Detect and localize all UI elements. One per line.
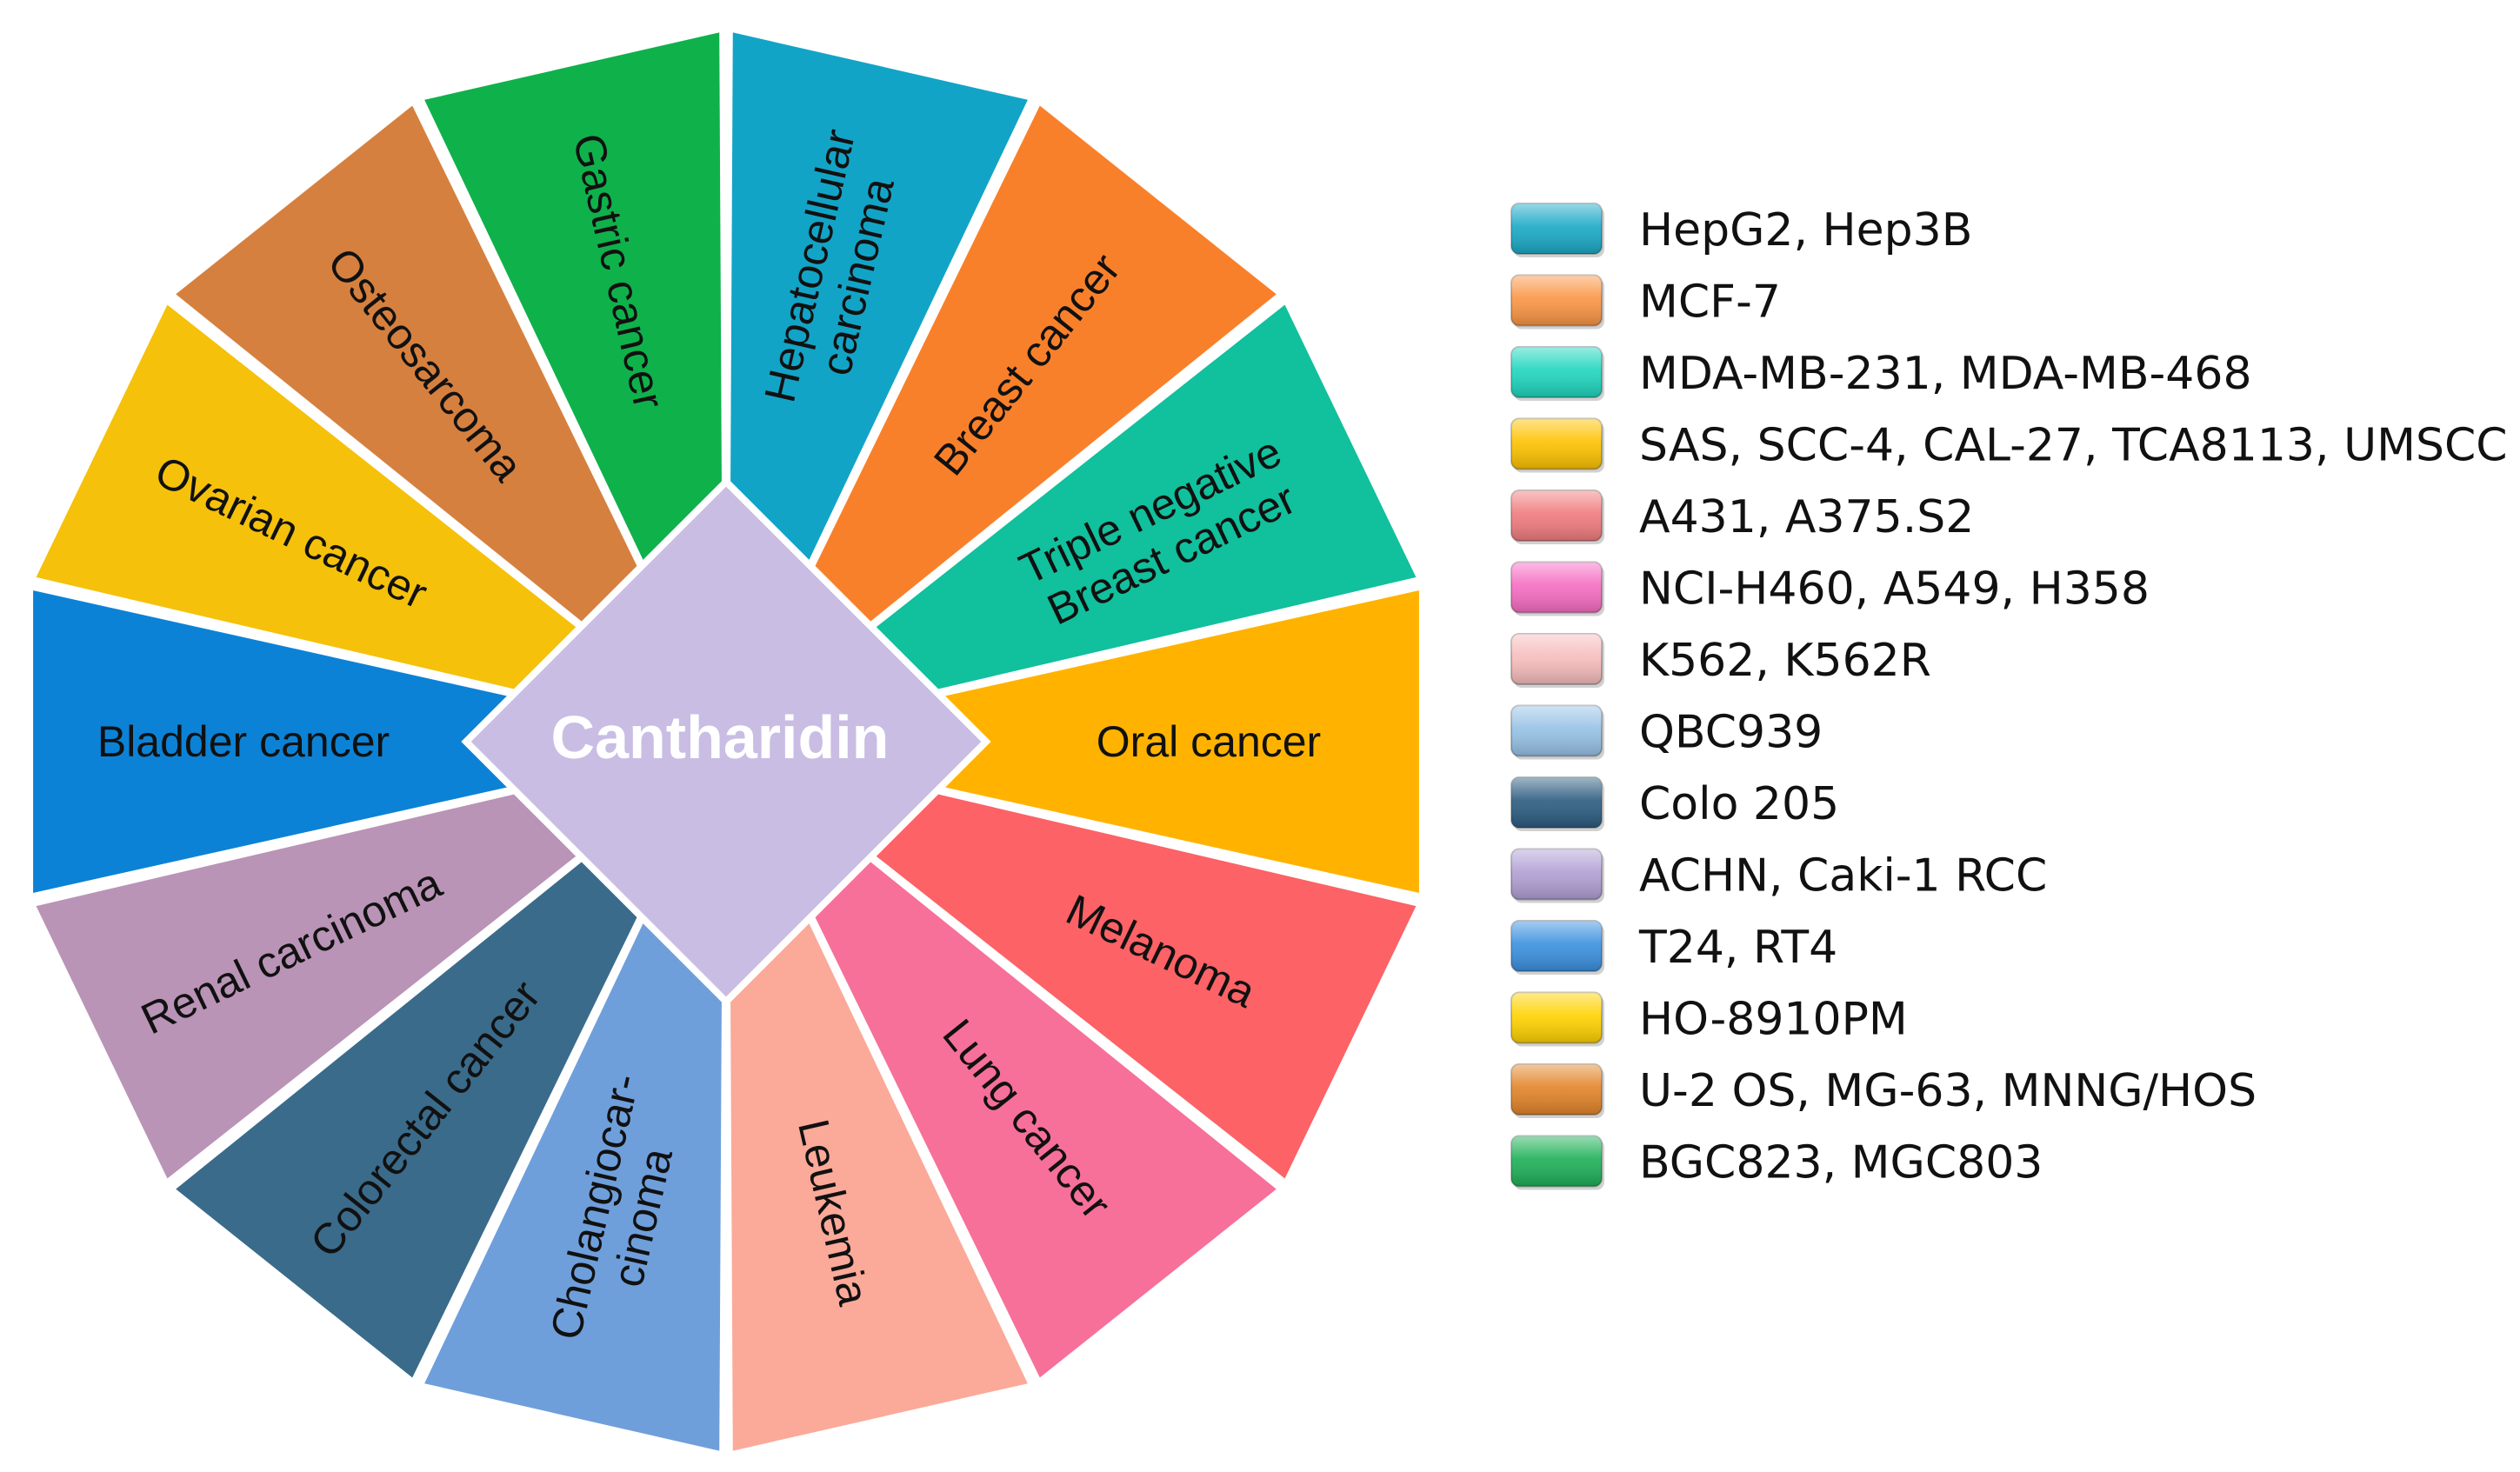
legend-swatch-gloss — [1511, 705, 1602, 756]
legend-swatch-gloss — [1511, 418, 1602, 470]
legend-swatch-gloss — [1511, 849, 1602, 900]
legend-label: K562, K562R — [1639, 635, 1931, 687]
legend-item: K562, K562R — [1510, 633, 1931, 688]
legend-swatch-gloss — [1511, 921, 1602, 971]
legend-label: NCI-H460, A549, H358 — [1639, 563, 2150, 616]
legend-swatch-gloss — [1511, 777, 1602, 828]
legend-label: SAS, SCC-4, CAL-27, TCA8113, UMSCC — [1639, 420, 2508, 472]
legend-label: T24, RT4 — [1638, 922, 1837, 974]
legend-label: ACHN, Caki-1 RCC — [1639, 850, 2047, 903]
legend-label: MDA-MB-231, MDA-MB-468 — [1639, 348, 2252, 400]
segment-label-bladder: Bladder cancer — [97, 717, 390, 766]
center-diamond: Cantharidin — [461, 476, 991, 1007]
legend-item: MDA-MB-231, MDA-MB-468 — [1510, 346, 2252, 401]
legend-swatch-gloss — [1511, 347, 1602, 397]
segment-label-line: Bladder cancer — [97, 717, 390, 766]
legend-item: ACHN, Caki-1 RCC — [1510, 848, 2047, 903]
legend-item: MCF-7 — [1510, 274, 1781, 330]
center-label: Cantharidin — [551, 703, 890, 771]
legend-item: T24, RT4 — [1510, 920, 1837, 975]
legend-swatch-gloss — [1511, 275, 1602, 326]
legend-label: MCF-7 — [1639, 276, 1781, 329]
legend-label: U-2 OS, MG-63, MNNG/HOS — [1639, 1065, 2257, 1117]
legend-swatch-gloss — [1511, 490, 1602, 541]
legend-swatch-gloss — [1511, 203, 1602, 254]
segment-label-oral: Oral cancer — [1097, 717, 1321, 766]
legend-item: HepG2, Hep3B — [1510, 203, 1972, 257]
cancer-type-wheel: Hepatocellularcarcinoma Breast cancerTrip… — [27, 24, 1425, 1459]
legend-item: HO-8910PM — [1510, 991, 1908, 1047]
cell-line-legend: HepG2, Hep3B MCF-7 MDA-MB-231, MDA-MB-468 S… — [1510, 203, 2508, 1190]
legend-item: U-2 OS, MG-63, MNNG/HOS — [1510, 1063, 2257, 1118]
legend-item: SAS, SCC-4, CAL-27, TCA8113, UMSCC — [1510, 417, 2508, 473]
legend-item: QBC939 — [1510, 704, 1823, 760]
legend-swatch-gloss — [1511, 992, 1602, 1043]
legend-swatch-gloss — [1511, 634, 1602, 684]
legend-label: BGC823, MGC803 — [1639, 1137, 2043, 1189]
legend-item: Colo 205 — [1510, 776, 1839, 831]
legend-item: BGC823, MGC803 — [1510, 1135, 2043, 1190]
legend-label: HO-8910PM — [1639, 994, 1908, 1046]
legend-label: HepG2, Hep3B — [1639, 204, 1972, 256]
legend-item: A431, A375.S2 — [1510, 490, 1974, 544]
legend-item: NCI-H460, A549, H358 — [1510, 561, 2150, 616]
cantharidin-diamond — [461, 476, 991, 1007]
legend-label: QBC939 — [1639, 707, 1823, 759]
segment-label-line: Oral cancer — [1097, 717, 1321, 766]
legend-label: Colo 205 — [1639, 778, 1839, 830]
legend-swatch-gloss — [1511, 1064, 1602, 1115]
legend-swatch-gloss — [1511, 562, 1602, 613]
legend-label: A431, A375.S2 — [1639, 491, 1974, 543]
legend-swatch-gloss — [1511, 1136, 1602, 1187]
